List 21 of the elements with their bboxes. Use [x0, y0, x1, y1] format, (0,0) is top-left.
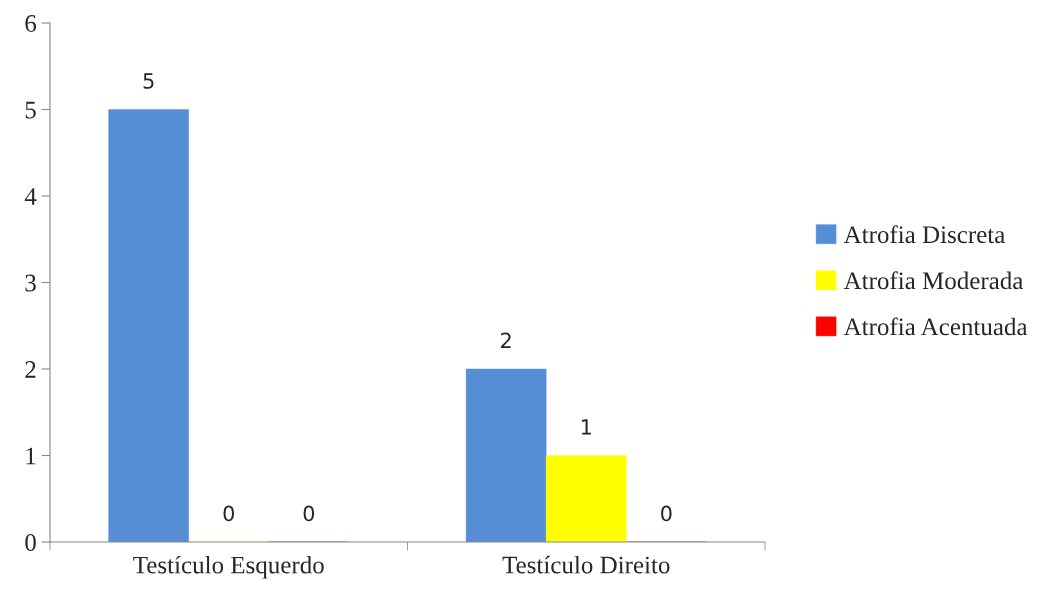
y-tick-label: 0 — [25, 534, 36, 551]
legend-label: Atrofia Moderada — [843, 271, 1024, 290]
y-tick-label: 5 — [25, 101, 36, 119]
data-label: 1 — [581, 419, 591, 435]
data-label: 0 — [223, 505, 234, 522]
y-tick-label: 3 — [25, 274, 36, 292]
y-tick-label: 4 — [24, 188, 37, 205]
x-tick-label: Testículo Direito — [502, 555, 670, 574]
bar — [546, 455, 627, 542]
data-label: 0 — [661, 505, 672, 522]
legend-label: Atrofia Acentuada — [843, 317, 1028, 336]
y-tick-label: 2 — [25, 361, 36, 378]
data-label: 5 — [143, 73, 154, 89]
bar — [108, 109, 189, 542]
x-tick-label: Testículo Esquerdo — [133, 555, 324, 579]
bar — [465, 368, 547, 542]
y-tick-label: 6 — [25, 15, 37, 32]
y-tick-label: 1 — [26, 447, 36, 465]
data-label: 2 — [501, 332, 511, 348]
data-label: 0 — [303, 505, 315, 522]
legend-label: Atrofia Discreta — [843, 225, 1005, 244]
